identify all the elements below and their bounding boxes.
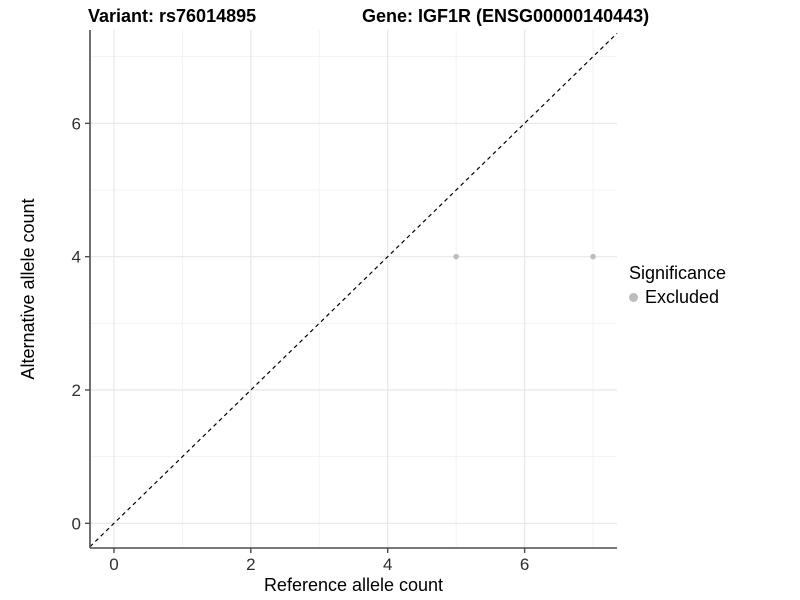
legend: Significance Excluded [629,263,726,308]
x-axis-title: Reference allele count [263,575,444,595]
gene-title: Gene: IGF1R (ENSG00000140443) [362,6,650,26]
y-axis-title: Alternative allele count [18,198,38,380]
excluded-point-icon [629,293,638,302]
y-tick-label: 6 [72,114,81,133]
x-tick-label: 6 [520,555,529,574]
data-point [590,253,596,260]
x-tick-label: 2 [246,555,255,574]
x-tick-label: 4 [383,555,392,574]
legend-item-excluded: Excluded [629,287,726,308]
y-tick-label: 0 [72,514,81,533]
legend-title: Significance [629,263,727,283]
variant-title: Variant: rs76014895 [88,6,257,26]
data-point [453,253,459,260]
y-tick-label: 2 [72,381,81,400]
identity-line [89,32,618,548]
y-tick-label: 4 [72,248,81,267]
legend-item-label: Excluded [645,287,720,307]
x-tick-label: 0 [109,555,118,574]
